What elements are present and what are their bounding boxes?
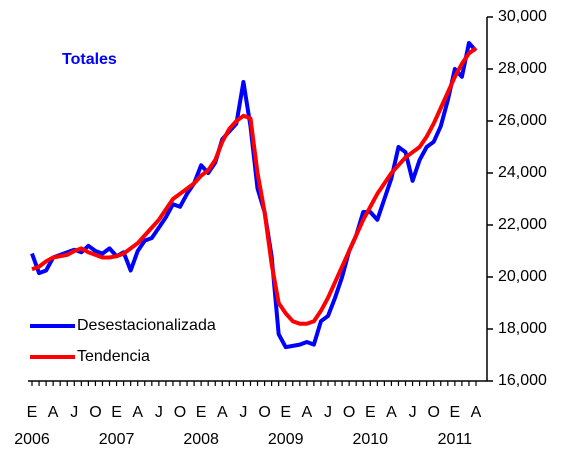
y-tick-label: 24,000 [498, 164, 547, 181]
x-tick-label: A [471, 404, 482, 421]
x-tick-label: J [239, 404, 247, 421]
x-tick-label: J [70, 404, 78, 421]
y-tick-label: 28,000 [498, 60, 547, 77]
legend-label: Tendencia [77, 348, 150, 365]
year-label: 2008 [183, 431, 219, 448]
x-tick-label: J [409, 404, 417, 421]
y-tick-label: 30,000 [498, 8, 547, 25]
x-tick-label: E [27, 404, 38, 421]
x-tick-label: O [427, 404, 439, 421]
x-tick-label: E [450, 404, 461, 421]
year-label: 2009 [268, 431, 304, 448]
series-line [30, 41, 478, 350]
annotation: Totales [62, 51, 117, 68]
y-tick-label: 22,000 [498, 216, 547, 233]
year-label: 2007 [99, 431, 135, 448]
x-tick-label: E [111, 404, 122, 421]
year-label: 2010 [352, 431, 388, 448]
x-tick-label: E [365, 404, 376, 421]
x-tick-label: O [343, 404, 355, 421]
x-tick-label: A [48, 404, 59, 421]
x-tick-label: A [302, 404, 313, 421]
x-tick-label: E [280, 404, 291, 421]
year-label: 2006 [14, 431, 50, 448]
y-tick-label: 20,000 [498, 268, 547, 285]
y-tick-label: 18,000 [498, 320, 547, 337]
x-tick-label: A [386, 404, 397, 421]
year-label: 2011 [438, 431, 473, 448]
x-tick-label: A [217, 404, 228, 421]
legend-label: Desestacionalizada [77, 317, 216, 334]
y-tick-label: 26,000 [498, 112, 547, 129]
series-line [31, 46, 478, 326]
x-tick-label: J [324, 404, 332, 421]
x-tick-label: O [258, 404, 270, 421]
x-tick-label: O [174, 404, 186, 421]
x-tick-label: J [155, 404, 163, 421]
y-tick-label: 16,000 [498, 372, 547, 389]
x-tick-label: E [196, 404, 207, 421]
x-tick-label: A [132, 404, 143, 421]
x-tick-label: O [89, 404, 101, 421]
